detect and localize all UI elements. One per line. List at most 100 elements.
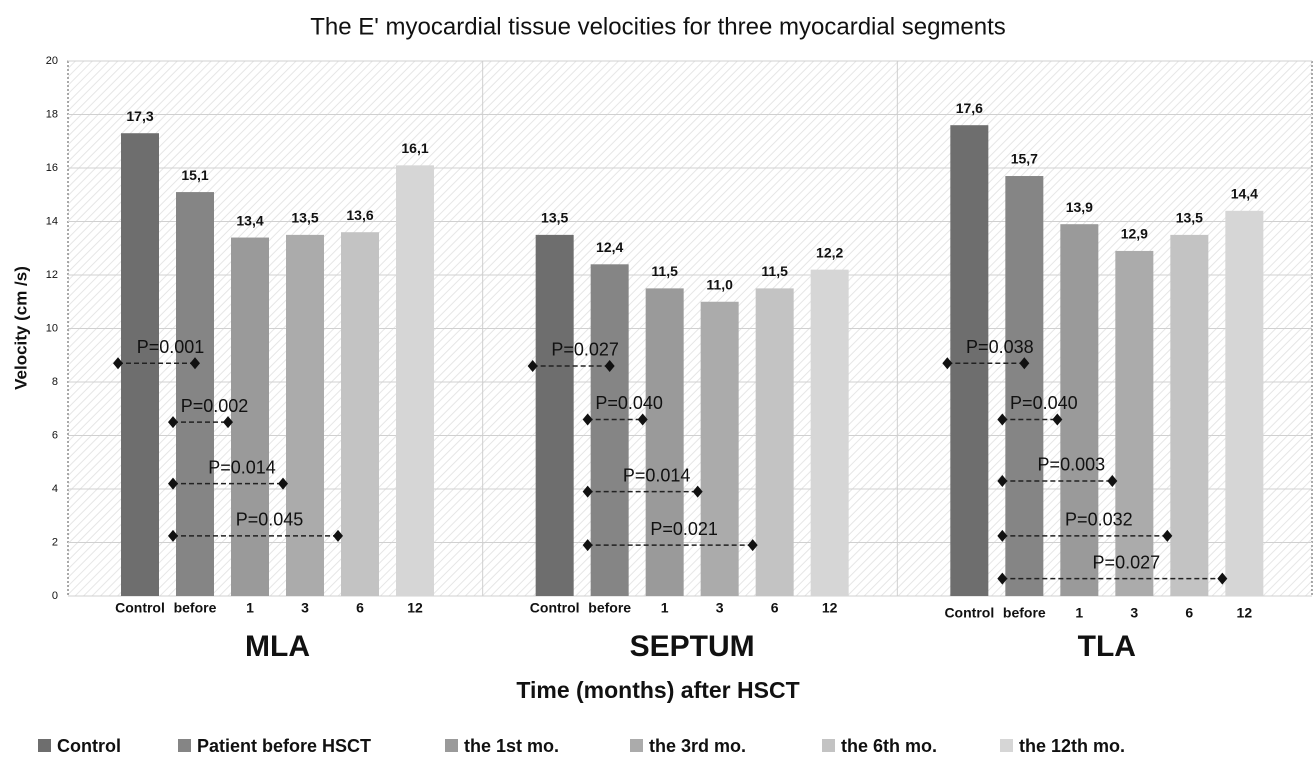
legend-swatch <box>38 739 51 752</box>
p-diamond <box>190 357 200 370</box>
bar <box>1170 234 1209 596</box>
bar <box>231 237 269 597</box>
x-tick-label: 12 <box>407 600 423 616</box>
bar <box>645 288 684 596</box>
x-tick-label: Control <box>530 600 580 616</box>
p-value: P=0.014 <box>208 457 276 477</box>
p-value: P=0.001 <box>137 337 205 357</box>
p-diamond <box>637 413 648 426</box>
value-label: 13,5 <box>541 210 568 226</box>
legend-label: the 3rd mo. <box>649 736 746 756</box>
value-label: 11,0 <box>706 276 733 292</box>
p-diamond <box>997 529 1008 542</box>
p-diamond <box>1217 572 1228 585</box>
p-diamond <box>997 413 1008 426</box>
y-tick-label: 2 <box>52 536 58 548</box>
p-diamond <box>692 485 703 498</box>
p-diamond <box>113 357 123 370</box>
value-label: 13,5 <box>1176 210 1203 226</box>
y-tick-label: 14 <box>46 215 58 227</box>
x-tick-label: 1 <box>246 600 254 616</box>
group-label: MLA <box>245 630 310 663</box>
x-tick-label: Control <box>115 600 165 616</box>
bar <box>590 264 629 596</box>
value-label: 15,1 <box>181 167 208 183</box>
bar <box>700 301 739 596</box>
legend-label: the 12th mo. <box>1019 736 1125 756</box>
bar <box>950 125 989 596</box>
x-tick-label: 12 <box>1237 605 1253 621</box>
value-label: 13,6 <box>346 207 373 223</box>
p-value: P=0.021 <box>650 519 718 539</box>
bar <box>535 234 574 596</box>
x-tick-label: 1 <box>1075 605 1083 621</box>
p-value: P=0.003 <box>1038 455 1106 475</box>
bar <box>1115 250 1154 597</box>
y-tick-label: 8 <box>52 376 58 388</box>
bar <box>1225 210 1264 597</box>
legend-label: the 1st mo. <box>464 736 559 756</box>
legend-swatch <box>178 739 191 752</box>
y-tick-label: 12 <box>46 269 58 281</box>
p-value: P=0.040 <box>595 393 663 413</box>
value-label: 11,5 <box>761 263 788 279</box>
x-tick-label: 3 <box>1130 605 1138 621</box>
p-diamond <box>1052 413 1063 426</box>
value-label: 13,9 <box>1066 199 1093 215</box>
p-value: P=0.038 <box>966 337 1034 357</box>
y-tick-label: 20 <box>46 55 58 67</box>
legend-swatch <box>445 739 458 752</box>
bar <box>1060 224 1099 597</box>
bar <box>176 192 214 596</box>
p-diamond <box>1019 357 1030 370</box>
value-label: 12,2 <box>816 244 843 260</box>
value-label: 17,6 <box>956 100 983 116</box>
bar <box>121 133 159 596</box>
group-label: SEPTUM <box>630 630 755 663</box>
chart-title: The E' myocardial tissue velocities for … <box>310 13 1006 40</box>
legend-swatch <box>1000 739 1013 752</box>
value-label: 16,1 <box>401 140 428 156</box>
p-diamond <box>582 539 593 552</box>
y-axis-label: Velocity (cm /s) <box>11 266 30 390</box>
x-tick-label: 6 <box>771 600 779 616</box>
y-tick-label: 4 <box>52 483 58 495</box>
y-tick-label: 10 <box>46 322 58 334</box>
p-diamond <box>747 539 758 552</box>
x-tick-label: before <box>1003 605 1046 621</box>
p-diamond <box>168 416 178 429</box>
p-diamond <box>582 413 593 426</box>
value-label: 17,3 <box>126 108 153 124</box>
x-tick-label: 3 <box>301 600 309 616</box>
bar <box>396 165 434 596</box>
bar <box>341 232 379 596</box>
p-value: P=0.014 <box>623 465 691 485</box>
p-diamond <box>604 359 615 372</box>
y-tick-label: 16 <box>46 162 58 174</box>
value-label: 15,7 <box>1011 151 1038 167</box>
p-value: P=0.040 <box>1010 393 1078 413</box>
value-label: 14,4 <box>1231 186 1258 202</box>
x-tick-label: 1 <box>661 600 669 616</box>
p-value: P=0.027 <box>551 340 619 360</box>
p-diamond <box>333 529 343 542</box>
legend-label: Control <box>57 736 121 756</box>
x-tick-label: 6 <box>1185 605 1193 621</box>
x-tick-label: Control <box>944 605 994 621</box>
value-label: 13,4 <box>236 212 263 228</box>
legend-label: the 6th mo. <box>841 736 937 756</box>
legend-label: Patient before HSCT <box>197 736 371 756</box>
x-tick-label: 6 <box>356 600 364 616</box>
y-tick-label: 6 <box>52 429 58 441</box>
bar <box>286 234 324 596</box>
bar <box>1005 176 1044 596</box>
p-diamond <box>1162 529 1173 542</box>
value-label: 12,9 <box>1121 226 1148 242</box>
x-tick-label: 3 <box>716 600 724 616</box>
p-diamond <box>168 529 178 542</box>
value-label: 13,5 <box>291 210 318 226</box>
value-label: 11,5 <box>651 263 678 279</box>
bar <box>755 288 794 596</box>
